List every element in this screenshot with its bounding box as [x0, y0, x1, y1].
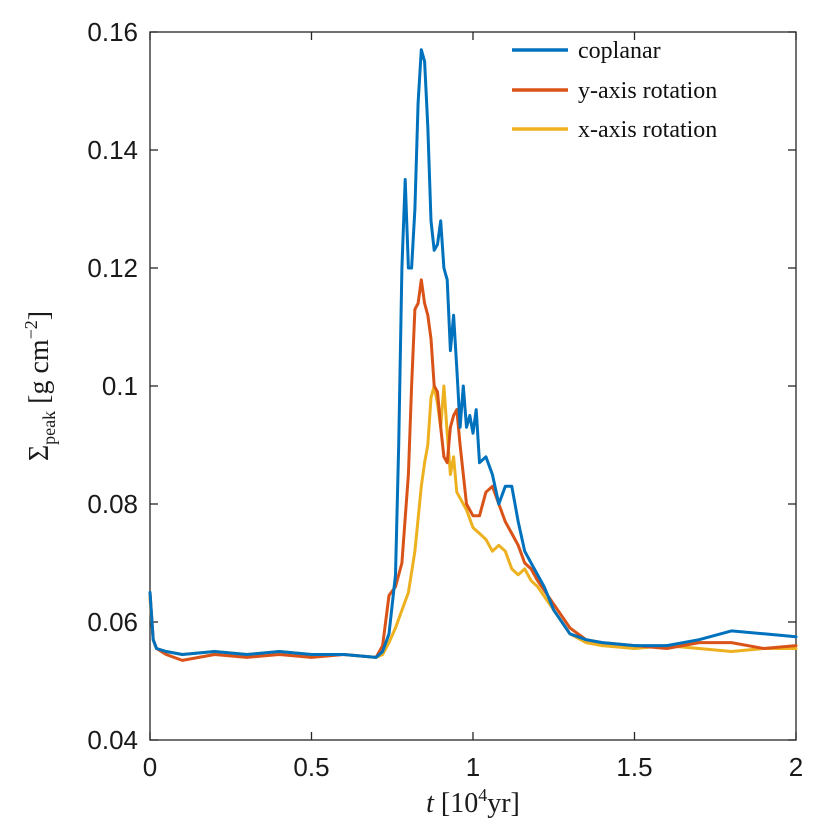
y-axis-label-unit: [g cm — [24, 339, 55, 411]
legend-label-x-axis-rotation: x-axis rotation — [578, 117, 717, 143]
legend: coplanar y-axis rotation x-axis rotation — [512, 38, 717, 143]
y-tick-label: 0.1 — [102, 371, 138, 401]
y-axis-label-sigma: Σ — [24, 445, 55, 461]
x-tick-label: 1.5 — [616, 752, 652, 782]
y-tick-label: 0.08 — [87, 489, 138, 519]
y-axis-label-close: ] — [24, 311, 55, 320]
x-axis-label-var: t — [426, 788, 435, 819]
legend-label-y-axis-rotation: y-axis rotation — [578, 78, 717, 104]
x-tick-label: 0 — [143, 752, 157, 782]
x-axis-label-sup: 4 — [478, 785, 487, 805]
y-axis-label: Σpeak [g cm−2] — [21, 311, 59, 461]
axis-ticks: 0 0.5 1 1.5 2 0.04 0.06 0.08 0.1 0.12 0.14 0.16 — [87, 17, 803, 782]
y-axis-label-sub: peak — [39, 411, 59, 445]
y-tick-label: 0.06 — [87, 607, 138, 637]
x-axis-label: t [104yr] — [426, 785, 520, 819]
y-tick-label: 0.16 — [87, 17, 138, 47]
y-tick-label: 0.04 — [87, 725, 138, 755]
x-tick-label: 0.5 — [293, 752, 329, 782]
y-tick-label: 0.12 — [87, 253, 138, 283]
x-axis-label-close: yr] — [487, 788, 520, 819]
y-tick-label: 0.14 — [87, 135, 138, 165]
series-line-coplanar — [148, 48, 798, 659]
x-axis-label-open: [10 — [434, 788, 478, 819]
series-layer — [148, 48, 798, 662]
y-axis-label-sup: −2 — [21, 320, 41, 339]
x-tick-label: 2 — [789, 752, 803, 782]
legend-label-coplanar: coplanar — [578, 38, 661, 64]
x-tick-label: 1 — [466, 752, 480, 782]
